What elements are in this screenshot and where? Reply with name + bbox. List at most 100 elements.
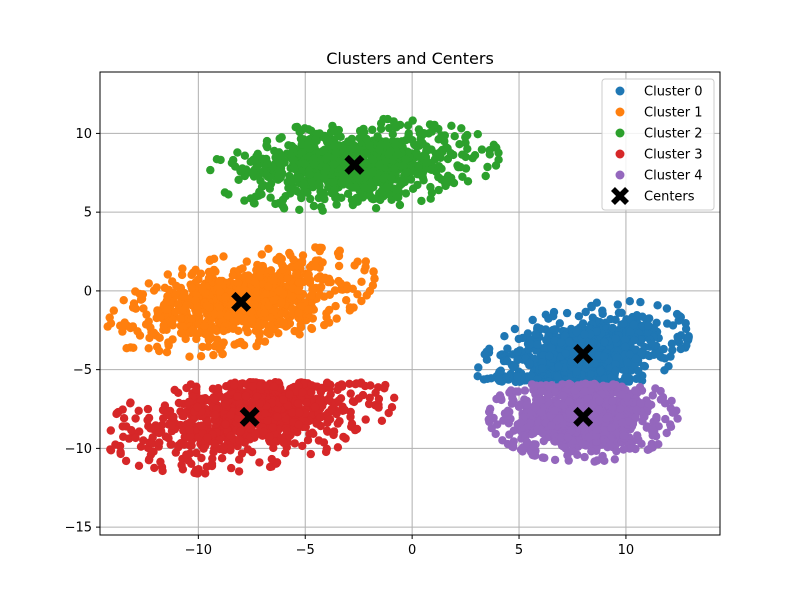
data-point [234,467,244,476]
data-point [474,363,483,372]
data-point [381,140,391,150]
data-point [121,456,131,466]
data-point [231,162,240,171]
x-tick-label: −5 [296,543,315,558]
data-point [572,328,581,337]
data-point [358,390,368,400]
data-point [499,416,508,425]
data-point [332,314,341,323]
data-point [681,319,690,328]
data-point [654,440,663,449]
data-point [362,291,371,300]
legend-label: Centers [644,190,695,205]
data-point [390,393,399,402]
data-point [608,397,617,406]
data-point [260,337,270,346]
data-point [371,204,381,213]
series-cluster-2 [206,114,503,215]
data-point [573,450,582,459]
data-point [379,173,388,183]
data-point [533,375,542,384]
data-point [198,284,207,294]
data-point [317,282,326,292]
data-point [648,431,657,440]
data-point [196,352,206,361]
data-point [644,321,653,330]
data-point [514,334,523,344]
data-point [311,256,320,265]
data-point [667,339,677,348]
data-point [362,167,372,177]
data-point [162,305,172,314]
data-point [116,447,125,457]
data-point [348,200,358,210]
data-point [555,319,564,328]
data-point [330,185,339,195]
data-point [620,366,629,375]
data-point [455,140,464,149]
data-point [134,406,143,415]
data-point [660,354,670,363]
data-point [120,318,129,327]
data-point [560,331,570,341]
data-point [380,384,389,393]
data-point [295,408,304,418]
y-tick-label: 10 [75,127,92,142]
data-point [449,150,458,160]
data-point [198,342,207,352]
data-point [149,286,159,295]
data-point [495,391,505,400]
data-point [118,327,127,336]
data-point [370,274,379,283]
data-point [555,414,564,423]
data-point [191,466,201,475]
data-point [320,273,330,282]
data-point [534,397,544,406]
data-point [209,448,218,457]
x-tick-label: 10 [618,543,635,558]
data-point [365,393,374,402]
data-point [473,130,482,139]
data-point [305,170,314,179]
data-point [676,344,685,354]
data-point [334,396,343,405]
data-point [339,173,349,182]
data-point [667,396,676,406]
data-point [430,120,439,130]
data-point [286,184,295,193]
data-point [210,309,219,319]
data-point [340,405,349,415]
data-point [300,159,309,168]
data-point [611,334,620,343]
data-point [581,379,590,389]
data-point [292,186,301,196]
data-point [163,292,172,301]
data-point [668,345,677,355]
data-point [277,133,286,142]
data-point [610,455,619,464]
data-point [241,391,251,401]
data-point [361,257,370,266]
data-point [454,163,463,172]
data-point [294,308,303,318]
data-point [276,173,285,183]
data-point [294,278,304,287]
data-point [345,379,354,388]
data-point [162,348,172,357]
data-point [274,286,284,296]
data-point [491,143,500,152]
data-point [230,340,239,349]
data-point [174,398,184,408]
data-point [401,189,411,198]
data-point [219,326,228,336]
data-point [578,423,588,432]
data-point [553,372,562,381]
data-point [584,433,594,442]
data-point [307,176,317,186]
data-point [131,304,140,313]
data-point [207,461,217,471]
data-point [333,419,342,428]
data-point [226,410,235,420]
data-point [550,406,559,415]
legend-marker [615,107,625,117]
